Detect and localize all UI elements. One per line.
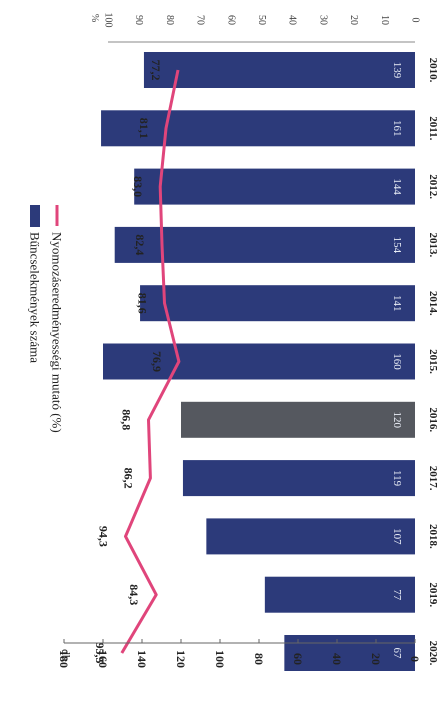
bar-2015 [103, 344, 415, 380]
left-axis-tick-label: 60 [291, 653, 305, 665]
right-axis-tick-label: 80 [164, 15, 175, 25]
legend: Bűncselekmények száma Nyomozáseredményes… [28, 205, 65, 433]
right-axis-tick-label: 60 [225, 15, 236, 25]
right-axis-tick-label: 100 [103, 13, 114, 28]
line-value-label: 84,3 [127, 584, 141, 605]
category-label: 2014. [427, 291, 439, 316]
bar-value-label: 120 [391, 412, 403, 429]
line-value-label: 83,0 [131, 176, 145, 197]
bar-value-label: 160 [391, 353, 403, 370]
left-axis-tick-label: 180 [57, 650, 71, 668]
left-axis-tick-label: 40 [330, 653, 344, 665]
bar-value-label: 141 [391, 295, 403, 312]
legend-swatch-bars [30, 205, 40, 227]
right-axis-tick-label: 20 [348, 15, 359, 25]
left-axis-tick-label: 100 [213, 650, 227, 668]
line-value-label: 81,6 [135, 293, 149, 314]
bar-2012 [134, 169, 415, 205]
bar-value-label: 154 [391, 237, 403, 254]
left-axis-tick-label: 0 [408, 656, 422, 662]
bar-value-label: 77 [391, 589, 403, 601]
right-axis-tick-label: 70 [195, 15, 206, 25]
line-value-label: 76,9 [150, 351, 164, 372]
bar-2010 [144, 52, 415, 88]
left-axis-tick-label: 120 [174, 650, 188, 668]
line-value-label: 86,8 [120, 409, 134, 430]
category-label: 2013. [427, 233, 439, 258]
line-value-label: 94,3 [96, 526, 110, 547]
category-label: 2019. [427, 582, 439, 607]
category-label: 2012. [427, 174, 439, 199]
right-axis-tick-label: 10 [379, 15, 390, 25]
line-value-label: 81,1 [137, 118, 151, 139]
left-axis-tick-label: 80 [252, 653, 266, 665]
line-value-label: 86,2 [121, 468, 135, 489]
plot-area: 139 2010. 161 2011. 144 2012. 154 2013. 141 2014.… [57, 13, 439, 672]
line-value-label: 82,4 [133, 234, 147, 255]
bar-2016 [181, 402, 415, 438]
category-label: 2010. [427, 58, 439, 83]
category-label: 2015. [427, 349, 439, 374]
bar-2017 [183, 460, 415, 496]
line-value-label: 77,2 [149, 60, 163, 81]
bar-2018 [206, 518, 415, 554]
right-axis-tick-label: 40 [287, 15, 298, 25]
category-label: 2016. [427, 407, 439, 432]
left-axis-tick-label: 160 [96, 650, 110, 668]
bar-2014 [140, 285, 415, 321]
bar-value-label: 144 [391, 178, 403, 195]
bar-value-label: 67 [391, 648, 403, 660]
category-label: 2018. [427, 524, 439, 549]
bar-value-label: 107 [391, 528, 403, 545]
category-label: 2020. [427, 641, 439, 666]
right-axis-tick-label: 90 [133, 15, 144, 25]
left-axis-tick-label: 140 [135, 650, 149, 668]
left-axis-tick-label: 20 [369, 653, 383, 665]
legend-label-line: Nyomozáseredményességi mutató (%) [50, 232, 65, 433]
bar-value-label: 139 [391, 62, 403, 79]
right-axis-unit: % [89, 14, 100, 22]
right-axis-tick-label: 0 [410, 18, 421, 23]
bar-value-label: 119 [391, 470, 403, 487]
category-label: 2017. [427, 466, 439, 491]
bar-2013 [115, 227, 415, 263]
category-label: 2011. [427, 116, 439, 140]
legend-label-bars: Bűncselekmények száma [28, 232, 43, 363]
right-axis-tick-label: 30 [317, 15, 328, 25]
right-axis-tick-label: 50 [256, 15, 267, 25]
bar-value-label: 161 [391, 120, 403, 137]
